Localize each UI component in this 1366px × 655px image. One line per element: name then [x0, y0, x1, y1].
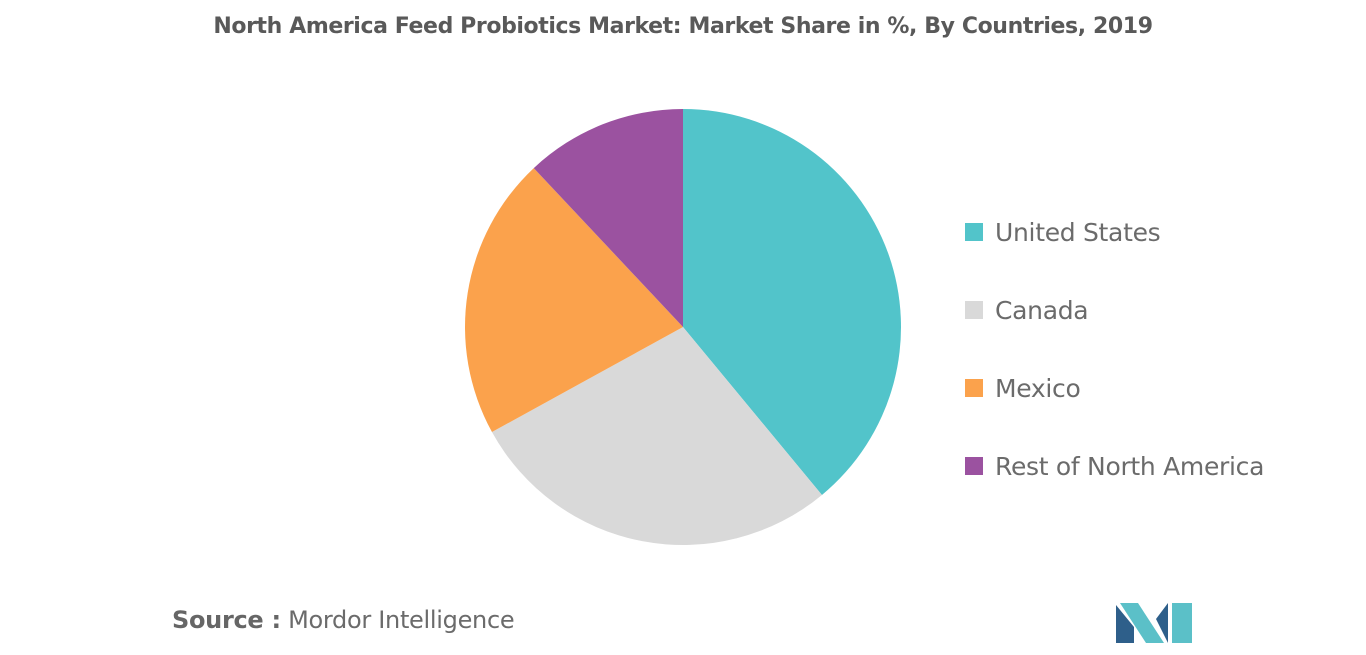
- legend-item-mexico: Mexico: [965, 349, 1345, 427]
- legend-swatch-united-states: [965, 223, 983, 241]
- legend-swatch-mexico: [965, 379, 983, 397]
- pie-chart: [465, 109, 901, 545]
- chart-legend: United States Canada Mexico Rest of Nort…: [965, 193, 1345, 505]
- legend-item-canada: Canada: [965, 271, 1345, 349]
- logo-shape-middle: [1120, 603, 1164, 643]
- legend-item-united-states: United States: [965, 193, 1345, 271]
- pie-slice-united-states: [683, 109, 901, 495]
- logo-shape-left: [1116, 605, 1134, 643]
- mordor-intelligence-logo-icon: [1116, 603, 1192, 643]
- chart-title: North America Feed Probiotics Market: Ma…: [213, 14, 1153, 39]
- pie-slice-mexico: [465, 168, 683, 433]
- legend-swatch-canada: [965, 301, 983, 319]
- source-note: Source : Mordor Intelligence: [172, 606, 515, 634]
- legend-label-canada: Canada: [995, 295, 1089, 325]
- legend-label-rest-of-north-america: Rest of North America: [995, 451, 1265, 481]
- pie-slice-canada: [491, 327, 822, 545]
- legend-item-rest-of-north-america: Rest of North America: [965, 427, 1345, 505]
- source-text: Mordor Intelligence: [288, 606, 515, 634]
- logo-shape-right: [1156, 603, 1168, 643]
- pie-slice-rest-of-north-america: [533, 109, 683, 327]
- logo-shape-right-accent: [1172, 603, 1192, 643]
- legend-label-united-states: United States: [995, 217, 1161, 247]
- legend-label-mexico: Mexico: [995, 373, 1081, 403]
- legend-swatch-rest-of-north-america: [965, 457, 983, 475]
- source-label: Source :: [172, 606, 281, 634]
